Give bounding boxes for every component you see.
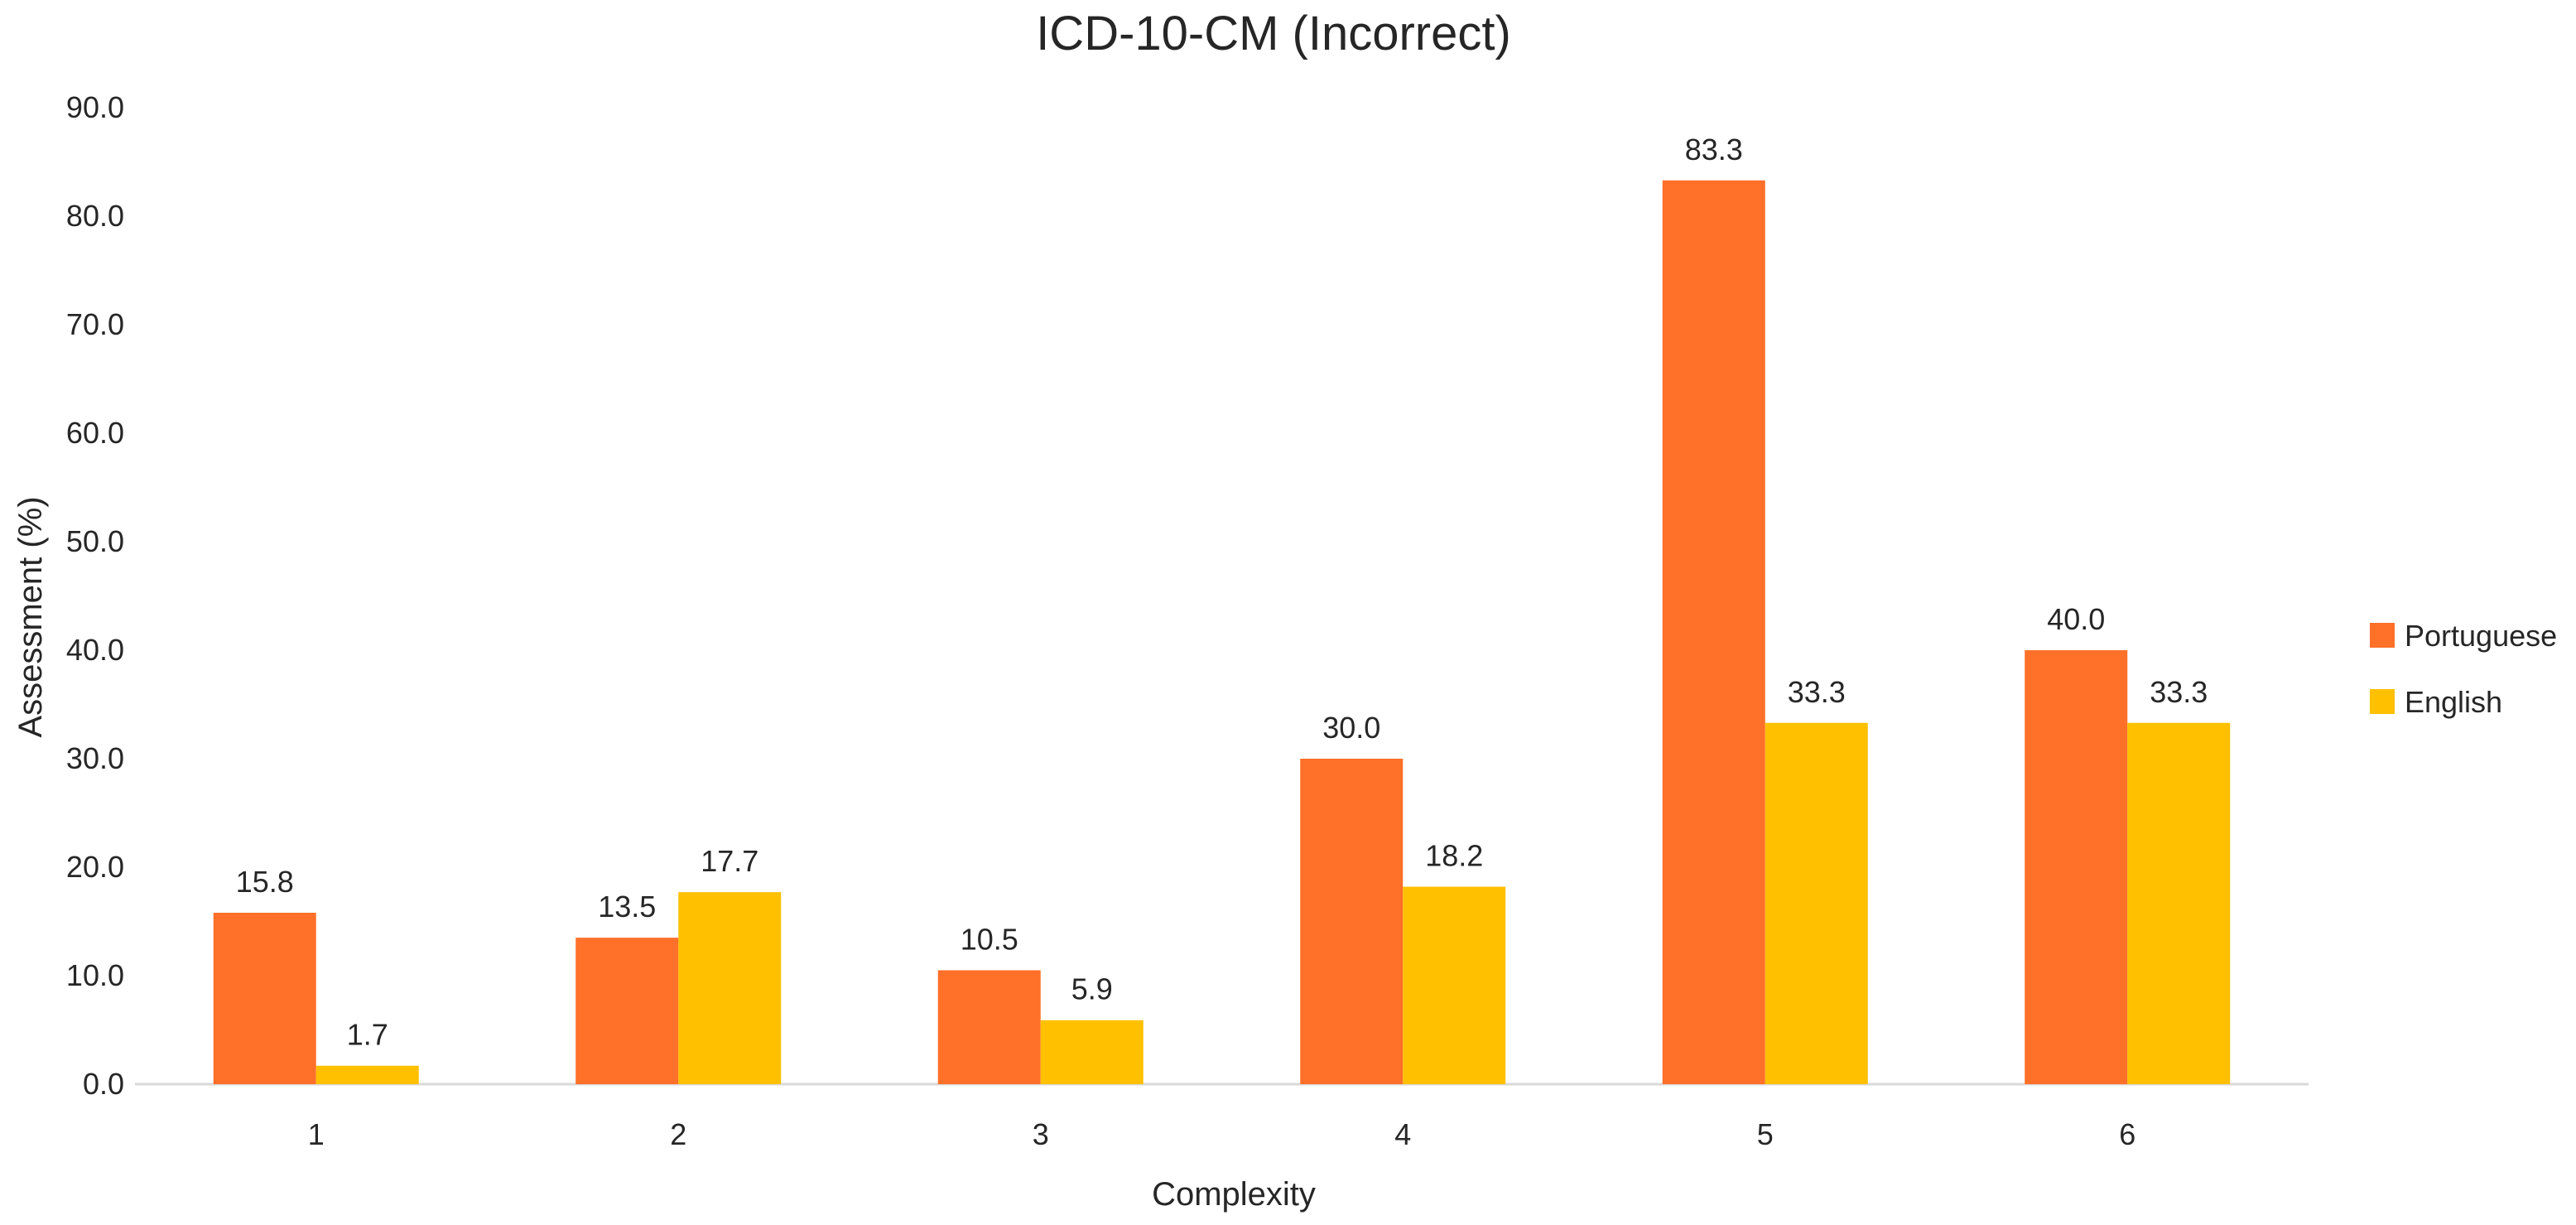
y-axis: 0.0 10.0 20.0 30.0 40.0 50.0 60.0 70.0 80.0 90.0: [66, 90, 124, 1101]
data-label-portuguese-4: 30.0: [1322, 711, 1380, 745]
bar-portuguese-2: [575, 938, 679, 1084]
x-tick-label: 3: [1033, 1117, 1049, 1151]
legend-swatch-portuguese: [2370, 623, 2395, 648]
bar-english-2: [678, 892, 782, 1084]
x-axis: 1 2 3 4 5 6: [135, 1083, 2309, 1151]
bar-english-1: [315, 1065, 419, 1084]
legend-swatch-english: [2370, 689, 2395, 714]
bar-english-6: [2127, 722, 2231, 1084]
data-label-portuguese-3: 10.5: [961, 922, 1018, 956]
data-label-english-4: 18.2: [1425, 839, 1483, 873]
bar-portuguese-3: [937, 970, 1041, 1084]
y-tick-label: 60.0: [66, 416, 124, 450]
x-tick-label: 4: [1394, 1117, 1411, 1151]
y-tick-label: 50.0: [66, 524, 124, 558]
x-tick-label: 2: [670, 1117, 686, 1151]
bar-portuguese-4: [1300, 759, 1404, 1084]
y-tick-label: 30.0: [66, 741, 124, 775]
x-tick-label: 6: [2119, 1117, 2135, 1151]
bar-english-3: [1040, 1020, 1144, 1084]
y-axis-title: Assessment (%): [12, 496, 49, 737]
data-label-english-3: 5.9: [1071, 972, 1113, 1006]
legend-label-english: English: [2405, 685, 2502, 719]
y-tick-label: 20.0: [66, 850, 124, 884]
bar-series: [213, 180, 2231, 1084]
data-label-portuguese-2: 13.5: [598, 890, 656, 924]
bar-english-5: [1765, 722, 1868, 1084]
data-label-english-2: 17.7: [701, 844, 758, 878]
y-tick-label: 90.0: [66, 90, 124, 124]
bar-english-4: [1403, 886, 1506, 1084]
chart-title: ICD-10-CM (Incorrect): [1036, 7, 1511, 60]
data-label-english-6: 33.3: [2150, 675, 2208, 709]
bar-portuguese-5: [1662, 180, 1765, 1084]
x-tick-label: 5: [1757, 1117, 1774, 1151]
x-tick-label: 1: [308, 1117, 325, 1151]
legend: Portuguese English: [2370, 619, 2557, 719]
data-label-english-1: 1.7: [347, 1018, 388, 1052]
y-tick-label: 80.0: [66, 199, 124, 233]
x-axis-title: Complexity: [1152, 1176, 1316, 1213]
legend-label-portuguese: Portuguese: [2405, 619, 2557, 653]
y-tick-label: 10.0: [66, 958, 124, 992]
data-label-portuguese-6: 40.0: [2047, 602, 2105, 636]
bar-portuguese-1: [213, 913, 316, 1084]
data-label-portuguese-5: 83.3: [1685, 133, 1743, 166]
bar-portuguese-6: [2025, 650, 2128, 1084]
y-tick-label: 0.0: [83, 1067, 124, 1101]
y-tick-label: 40.0: [66, 633, 124, 667]
data-labels: 15.8 1.7 13.5 17.7 10.5 5.9 30.0 18.2 83.3 33.3 40…: [236, 133, 2208, 1052]
data-label-portuguese-1: 15.8: [236, 865, 294, 899]
data-label-english-5: 33.3: [1788, 675, 1846, 709]
y-tick-label: 70.0: [66, 307, 124, 341]
